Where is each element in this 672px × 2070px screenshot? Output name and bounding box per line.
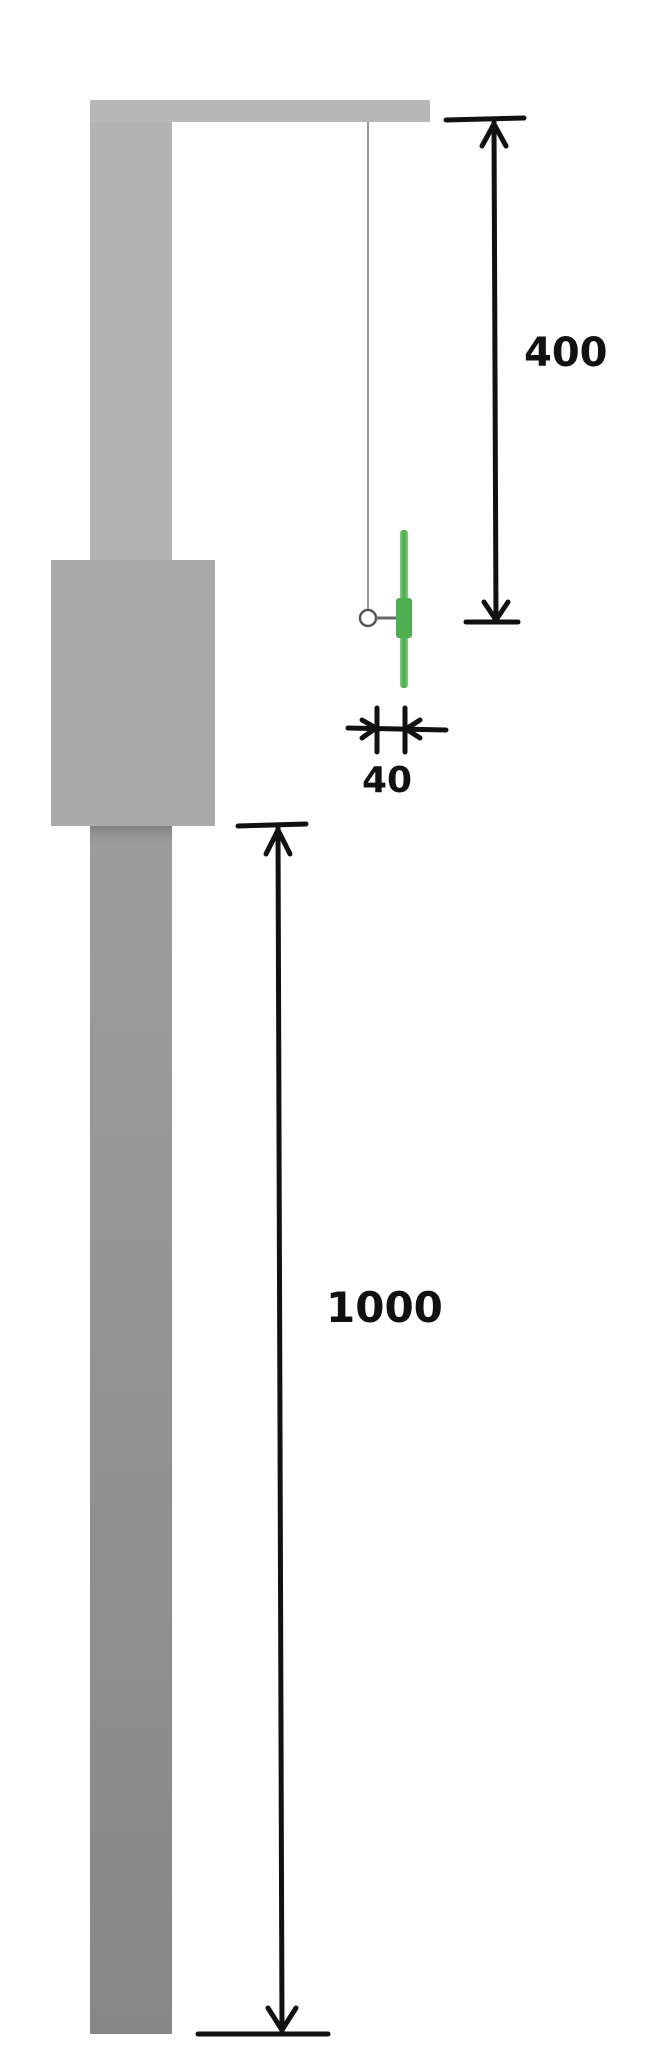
upper-column: [90, 100, 172, 560]
dim-400-arrow-bottom: [481, 599, 511, 625]
dim-40-line: [345, 725, 449, 733]
dim-1000-label: 1000: [326, 1283, 443, 1332]
dim-40-label: 40: [362, 760, 412, 801]
dim-400-arrow-top: [479, 118, 509, 149]
dim-1000-arrow-bottom: [265, 2005, 299, 2035]
dimension-1000: [195, 821, 331, 2037]
lower-column: [90, 826, 172, 2034]
dim-40-arrow-right: [401, 717, 423, 741]
dimension-40: [345, 705, 449, 755]
top-arm: [90, 100, 430, 122]
dim-1000-top-tick: [235, 821, 309, 829]
carriage-block: [51, 560, 215, 826]
lower-column-shadow: [90, 826, 172, 848]
pendulum-pivot: [358, 608, 378, 628]
dim-400-line: [491, 119, 499, 623]
dim-1000-line: [275, 825, 285, 2035]
dim-400-label: 400: [524, 330, 608, 376]
dim-1000-arrow-top: [263, 824, 293, 857]
dimension-400: [443, 115, 527, 625]
green-disc-hub: [396, 598, 412, 638]
dim-400-top-tick: [443, 115, 527, 123]
dim-40-arrow-left: [359, 717, 381, 741]
